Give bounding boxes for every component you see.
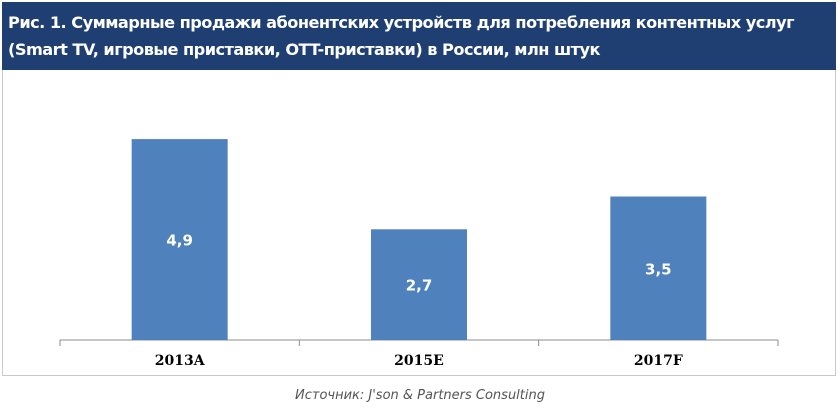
data-label: 4,9 [166,232,193,250]
bar-2015E [371,229,467,340]
labels-layer: 4,9 2013A 2,7 2015E 3,5 2017F [155,232,683,369]
data-label: 3,5 [645,260,672,278]
bar-2013A [131,139,228,340]
bars-layer [131,139,707,340]
data-label: 2,7 [406,277,433,295]
bar-2017F [610,196,707,340]
x-tick-label: 2013A [155,353,206,369]
chart-header: Рис. 1. Суммарные продажи абонентских ус… [2,2,836,70]
axis-layer [59,339,779,346]
x-tick-label: 2017F [634,353,683,369]
source-note: Источник: J'son & Partners Consulting [295,388,545,403]
x-tick-label: 2015E [394,353,444,369]
chart-title: Рис. 1. Суммарные продажи абонентских ус… [8,13,795,59]
